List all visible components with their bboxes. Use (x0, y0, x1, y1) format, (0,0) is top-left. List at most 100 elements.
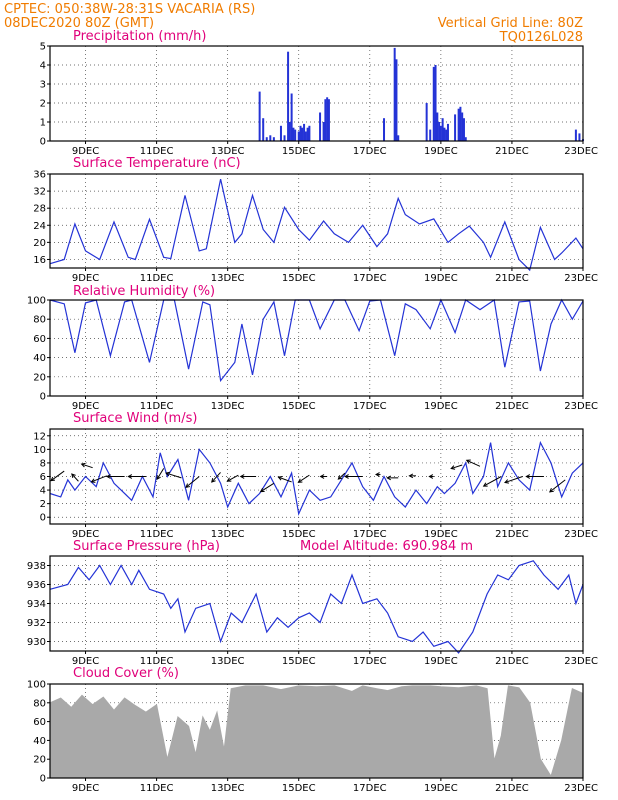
y-tick-label: 40 (33, 353, 46, 364)
x-tick-label: 19DEC (424, 529, 458, 540)
wind-arrowhead (90, 478, 96, 483)
precip-bar (308, 125, 311, 141)
y-tick-label: 20 (33, 755, 46, 766)
precip-bar (462, 118, 465, 141)
wind-arrowhead (465, 459, 471, 464)
wind-panel: Surface Wind (m/s) 0 2 4 6 8 10 12 9DEC 11DEC 13DE… (33, 411, 598, 540)
precip-bar (393, 47, 396, 141)
x-tick-label: 19DEC (424, 401, 458, 412)
x-tick-label: 23DEC (564, 529, 598, 540)
y-tick-label: 6 (40, 472, 46, 483)
wind-arrowhead (80, 462, 86, 468)
rh-frame (49, 299, 584, 397)
x-tick-label: 21DEC (495, 401, 529, 412)
wind-arrow (71, 473, 79, 482)
x-tick-label: 23DEC (564, 783, 598, 794)
precip-bar (446, 123, 449, 141)
precip-bar (327, 99, 330, 141)
pres-subtitle: Model Altitude: 690.984 m (300, 539, 473, 554)
temp-panel: Surface Temperature (nC) 16 20 24 28 32 36 9DEC… (33, 156, 598, 284)
x-tick-label: 13DEC (211, 146, 245, 157)
x-tick-label: 13DEC (211, 783, 245, 794)
precip-bar (288, 122, 291, 141)
x-tick-label: 13DEC (211, 529, 245, 540)
y-tick-label: 934 (27, 599, 46, 610)
y-tick-label: 3 (40, 80, 46, 91)
wind-arrow (227, 474, 239, 482)
y-tick-label: 28 (33, 204, 46, 215)
x-tick-label: 11DEC (140, 656, 174, 667)
vertical-grid-note: Vertical Grid Line: 80Z (438, 16, 583, 31)
x-tick-label: 15DEC (282, 529, 316, 540)
precip-bar (262, 118, 265, 141)
precip-bar (441, 118, 444, 141)
x-tick-label: 11DEC (140, 783, 174, 794)
y-tick-label: 10 (33, 445, 46, 456)
wind-arrow (504, 476, 523, 483)
x-tick-label: 21DEC (495, 656, 529, 667)
precip-bar (434, 65, 437, 141)
wind-title: Surface Wind (m/s) (73, 411, 197, 426)
y-tick-label: 936 (27, 580, 46, 591)
station-info: CPTEC: 050:38W-28:31S VACARIA (RS) (4, 2, 255, 17)
y-tick-label: 24 (33, 221, 46, 232)
x-tick-label: 23DEC (564, 146, 598, 157)
cloud-area (49, 685, 584, 779)
precip-bar (432, 66, 435, 141)
x-tick-label: 11DEC (140, 401, 174, 412)
wind-arrowhead (165, 471, 171, 477)
wind-arrowhead (525, 474, 531, 479)
precip-bar (324, 99, 327, 141)
x-tick-label: 23DEC (564, 273, 598, 284)
wind-line (49, 440, 584, 516)
x-tick-label: 19DEC (424, 273, 458, 284)
wind-arrow (81, 463, 93, 469)
y-tick-label: 4 (40, 61, 46, 72)
wind-arrow (185, 476, 200, 488)
precip-bar (265, 137, 268, 141)
rh-title: Relative Humidity (%) (73, 284, 215, 299)
wind-arrow (549, 479, 566, 493)
precip-bar (461, 112, 464, 141)
pres-frame (49, 555, 584, 652)
precip-bar (272, 137, 275, 141)
y-tick-label: 20 (33, 372, 46, 383)
precip-bar (287, 51, 290, 142)
precip-bar (294, 129, 297, 141)
y-tick-label: 5 (40, 42, 46, 53)
y-tick-label: 100 (27, 680, 46, 691)
x-tick-label: 9DEC (72, 401, 99, 412)
precip-bar (439, 125, 442, 141)
precip-bar (303, 123, 306, 141)
wind-arrowhead (277, 476, 283, 481)
precip-bar (304, 131, 307, 141)
header: CPTEC: 050:38W-28:31S VACARIA (RS) 08DEC… (4, 2, 583, 45)
pres-title: Surface Pressure (hPa) (73, 539, 220, 554)
x-tick-label: 15DEC (282, 783, 316, 794)
y-tick-label: 36 (33, 170, 46, 181)
x-tick-label: 13DEC (211, 273, 245, 284)
precip-bar (425, 103, 428, 141)
x-tick-label: 15DEC (282, 656, 316, 667)
wind-arrowhead (259, 487, 265, 493)
wind-arrowhead (239, 474, 245, 479)
x-tick-label: 13DEC (211, 401, 245, 412)
wind-arrowhead (211, 478, 216, 483)
x-tick-label: 11DEC (140, 529, 174, 540)
precip-title: Precipitation (mm/h) (73, 29, 206, 44)
wind-arrow (451, 464, 463, 470)
precip-bar (459, 106, 462, 141)
precip-bar (438, 122, 441, 141)
precip-frame (49, 45, 584, 142)
precip-bar (299, 125, 302, 141)
wind-arrowhead (450, 465, 456, 470)
rh-line (49, 298, 584, 383)
y-tick-label: 0 (40, 392, 46, 403)
precip-panel: Precipitation (mm/h) 0 1 2 3 4 5 9DEC 11DEC 13DEC… (40, 29, 598, 157)
x-tick-label: 17DEC (353, 273, 387, 284)
precip-bar (443, 127, 446, 141)
wind-arrow (211, 472, 221, 483)
pres-line (49, 560, 584, 654)
precip-bar (297, 131, 300, 141)
